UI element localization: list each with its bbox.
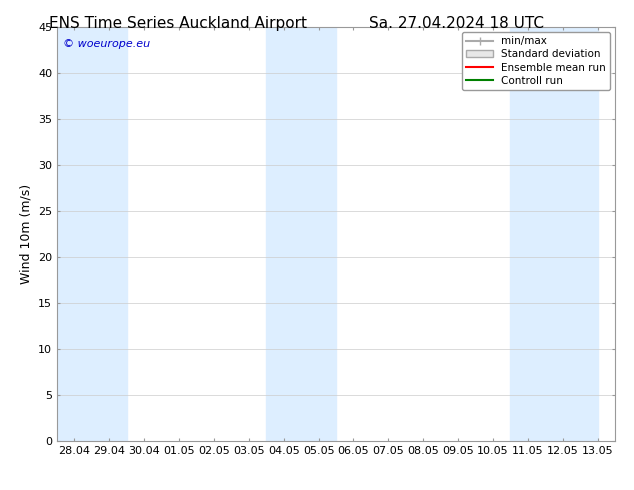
- Text: Sa. 27.04.2024 18 UTC: Sa. 27.04.2024 18 UTC: [369, 16, 544, 31]
- Y-axis label: Wind 10m (m/s): Wind 10m (m/s): [20, 184, 32, 284]
- Legend: min/max, Standard deviation, Ensemble mean run, Controll run: min/max, Standard deviation, Ensemble me…: [462, 32, 610, 90]
- Bar: [510, 27, 598, 441]
- Text: ENS Time Series Auckland Airport: ENS Time Series Auckland Airport: [49, 16, 306, 31]
- Bar: [57, 27, 127, 441]
- Text: © woeurope.eu: © woeurope.eu: [63, 39, 150, 49]
- Bar: [266, 27, 336, 441]
